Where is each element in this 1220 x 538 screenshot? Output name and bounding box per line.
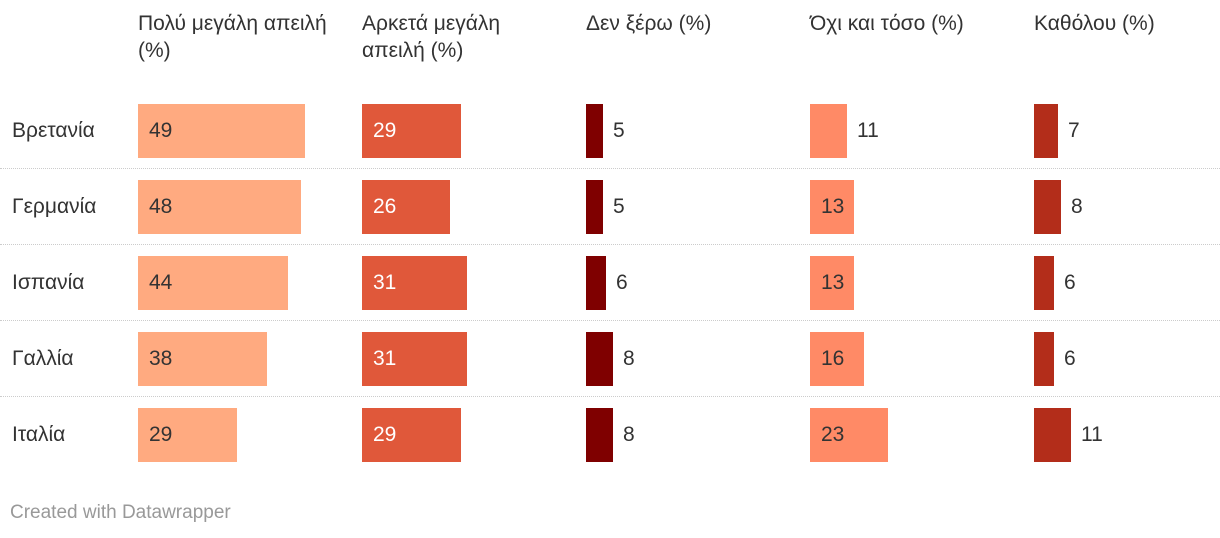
row-separator [0, 396, 1220, 397]
bar [810, 180, 854, 234]
row-separator [0, 320, 1220, 321]
value-label: 5 [613, 119, 625, 142]
footer-credit: Created with Datawrapper [10, 502, 231, 523]
bar [138, 256, 288, 310]
value-label: 8 [623, 423, 635, 446]
value-label: 13 [821, 271, 845, 294]
value-label: 23 [821, 423, 845, 446]
value-label: 5 [613, 195, 625, 218]
value-label: 29 [373, 423, 397, 446]
bar [810, 104, 847, 158]
bar [1034, 332, 1054, 386]
bar [362, 180, 450, 234]
column-header: Καθόλου (%) [1034, 12, 1155, 35]
value-label: 29 [373, 119, 397, 142]
bar [362, 104, 461, 158]
value-label: 6 [1064, 347, 1076, 370]
value-label: 7 [1068, 119, 1080, 142]
row-separator [0, 244, 1220, 245]
value-label: 26 [373, 195, 397, 218]
row-label: Βρετανία [12, 119, 95, 142]
value-label: 16 [821, 347, 845, 370]
row-separator [0, 168, 1220, 169]
value-label: 44 [149, 271, 173, 294]
bar [138, 180, 301, 234]
bar [586, 408, 613, 462]
value-label: 8 [1071, 195, 1083, 218]
value-label: 31 [373, 271, 397, 294]
value-label: 31 [373, 347, 397, 370]
value-label: 13 [821, 195, 845, 218]
column-header: Αρκετά μεγάλη απειλή (%) [362, 12, 501, 62]
value-label: 38 [149, 347, 173, 370]
value-label: 11 [857, 119, 879, 142]
column-header: Όχι και τόσο (%) [810, 12, 964, 35]
bar [1034, 104, 1058, 158]
bar [586, 104, 603, 158]
bar [138, 408, 237, 462]
value-label: 6 [616, 271, 628, 294]
bar [1034, 408, 1071, 462]
value-label: 8 [623, 347, 635, 370]
value-label: 6 [1064, 271, 1076, 294]
value-label: 29 [149, 423, 173, 446]
bar [138, 332, 267, 386]
bar [362, 332, 467, 386]
column-header: Δεν ξέρω (%) [586, 12, 712, 35]
bar [810, 332, 864, 386]
bar [586, 180, 603, 234]
bar [586, 256, 606, 310]
bar [810, 408, 888, 462]
row-label: Ισπανία [12, 271, 85, 294]
value-label: 11 [1081, 423, 1103, 446]
bar [1034, 180, 1061, 234]
value-label: 48 [149, 195, 173, 218]
bar [1034, 256, 1054, 310]
column-header: Πολύ μεγάλη απειλή (%) [138, 12, 327, 62]
row-label: Γερμανία [12, 195, 97, 218]
bar [362, 408, 461, 462]
value-label: 49 [149, 119, 173, 142]
bar [138, 104, 305, 158]
bar [586, 332, 613, 386]
bar [810, 256, 854, 310]
row-label: Ιταλία [12, 423, 66, 446]
bar [362, 256, 467, 310]
row-label: Γαλλία [12, 347, 74, 370]
